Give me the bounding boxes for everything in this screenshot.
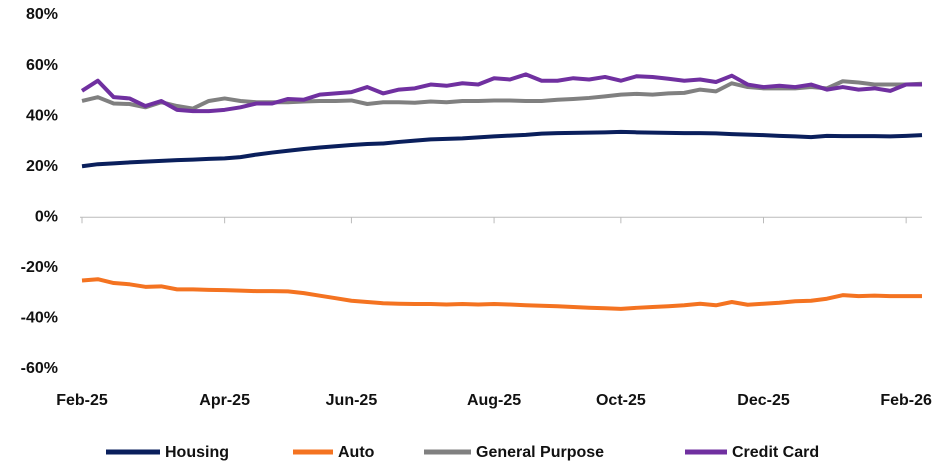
series-line [81,129,923,169]
x-tick-label: Jun-25 [326,392,378,409]
x-tick-label: Oct-25 [596,392,646,409]
y-tick-label: -60% [21,360,58,377]
y-tick-label: 60% [26,57,58,74]
series-line [81,79,923,111]
legend-label: Credit Card [732,444,819,461]
series-line [80,72,922,114]
x-tick-label: Aug-25 [467,392,521,409]
x-tick-label: Feb-26 [880,392,932,409]
x-tick-label: Dec-25 [737,392,790,409]
y-tick-label: 40% [26,107,58,124]
y-tick-label: -20% [21,259,58,276]
series-line [81,277,922,311]
x-tick-label: Apr-25 [199,392,250,409]
y-tick-label: 0% [35,209,58,226]
legend-label: Auto [338,444,375,461]
legend-label: Housing [165,444,229,461]
x-tick-label: Feb-25 [56,392,108,409]
legend-label: General Purpose [476,444,604,461]
y-tick-label: 20% [26,158,58,175]
y-tick-label: -40% [21,310,58,327]
y-tick-label: 80% [26,6,58,23]
